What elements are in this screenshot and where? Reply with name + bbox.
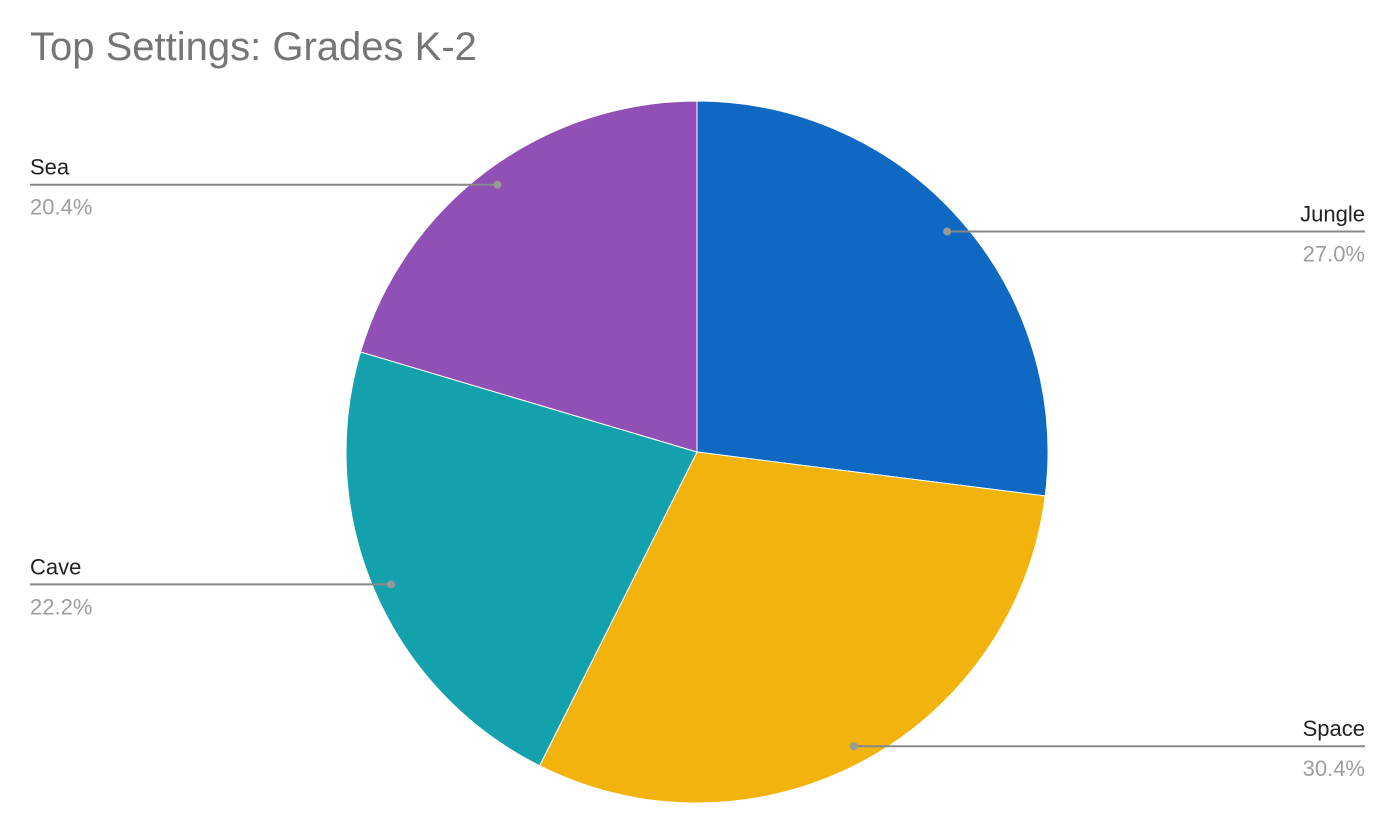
slice-label: Jungle bbox=[1300, 201, 1365, 226]
slice-value-label: 27.0% bbox=[1303, 241, 1365, 266]
leader-dot bbox=[493, 180, 502, 189]
pie-slice bbox=[696, 100, 1049, 497]
pie-slice bbox=[345, 351, 698, 767]
chart-title: Top Settings: Grades K-2 bbox=[30, 25, 477, 69]
slice-label: Cave bbox=[30, 554, 81, 579]
slice-value-label: 20.4% bbox=[30, 195, 92, 220]
pie-slice bbox=[359, 100, 698, 453]
leader-dot bbox=[849, 742, 858, 751]
slice-value-label: 30.4% bbox=[1303, 756, 1365, 781]
slice-label: Sea bbox=[30, 155, 70, 180]
pie-slice bbox=[538, 451, 1046, 804]
slice-label: Space bbox=[1303, 716, 1365, 741]
slice-value-label: 22.2% bbox=[30, 594, 92, 619]
leader-dot bbox=[943, 227, 952, 236]
leader-dot bbox=[386, 580, 395, 589]
